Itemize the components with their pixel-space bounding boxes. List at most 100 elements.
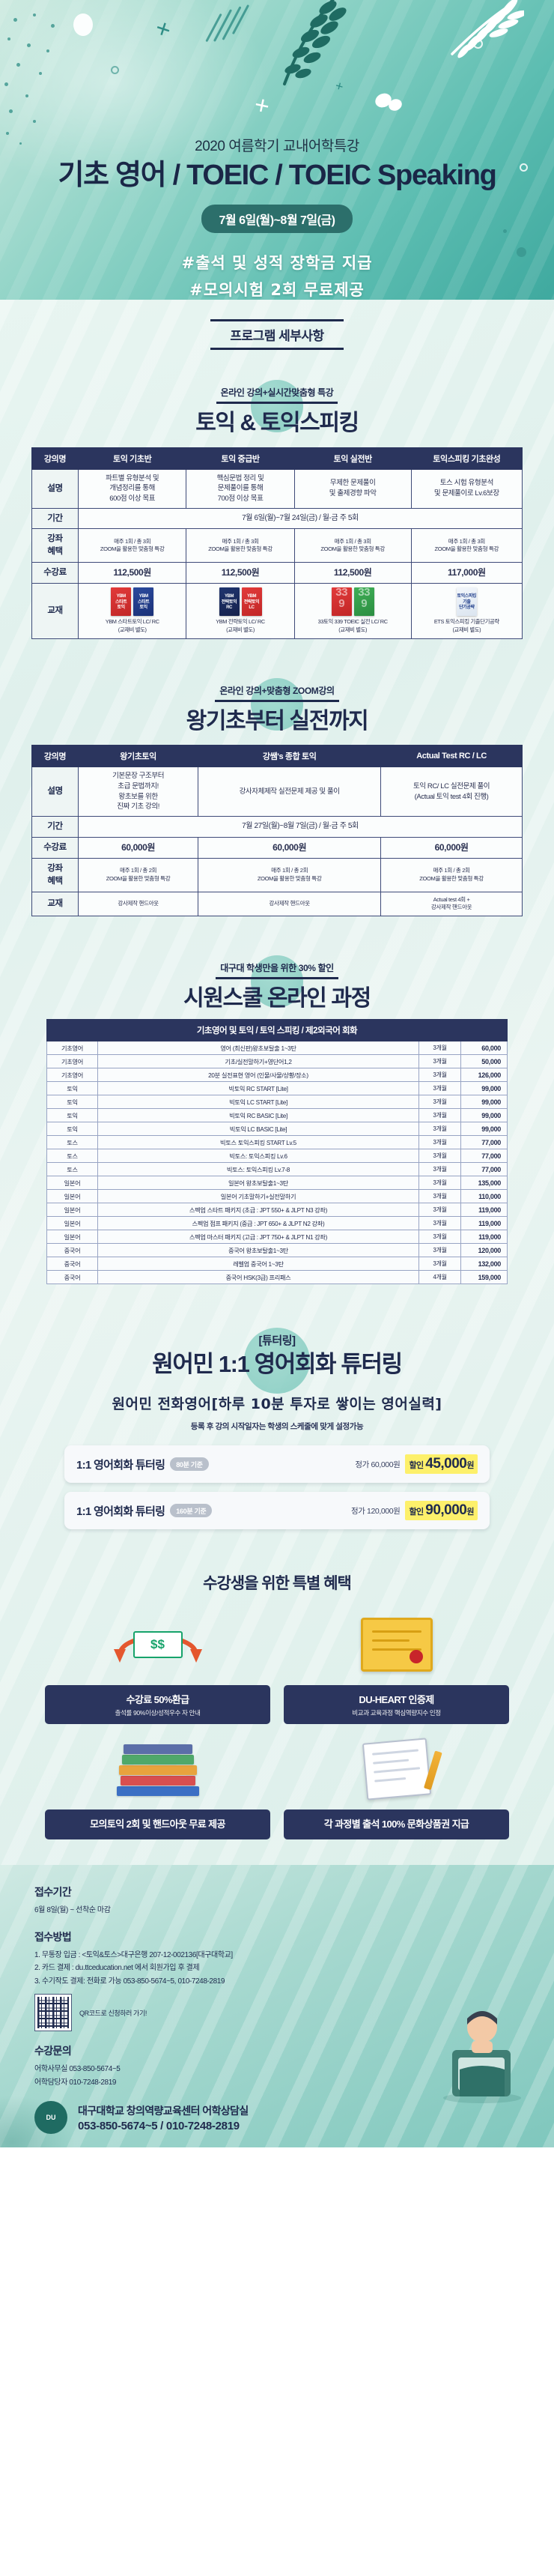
books-illustration (116, 1741, 199, 1798)
cell-duration: 3개월 (418, 1203, 461, 1218)
section2-table-wrap: 강의명 왕기초토익 강쌤's 종합 토익 Actual Test RC / LC… (0, 734, 554, 942)
cell-course: 일본어 왕초보탈출1~3탄 (97, 1176, 419, 1191)
cell-price: 120,000 (460, 1243, 508, 1258)
money-refund-icon: $$ (45, 1610, 270, 1679)
benefit-box: 수강료 50%환급 출석률 90%이상/성적우수 자 안내 (45, 1685, 270, 1725)
table-row: 중국어 레벨업 중국어 1~3탄 3개월 132,000 (46, 1257, 508, 1272)
hero-date-badge: 7월 6일(월)~8월 7일(금) (201, 204, 353, 233)
cell-price: 99,000 (460, 1081, 508, 1096)
book-cover-icon: YBM 스타트 토익 (133, 587, 154, 617)
footer-stripes (0, 1865, 554, 2148)
cell-price: 159,000 (460, 1270, 508, 1285)
cell-fee-2: 60,000원 (198, 836, 382, 859)
cell-category: 토익 (46, 1081, 98, 1096)
table-row: 토스 빅토스 토익스피킹 START Lv.5 3개월 77,000 (46, 1135, 508, 1150)
table-row: 토스 빅토스: 토익스피킹 Lv.7-8 3개월 77,000 (46, 1162, 508, 1177)
cell-desc-2: 핵심문법 정리 및 문제풀이를 통해 700점 이상 목표 (186, 468, 295, 509)
document-icon (284, 1735, 509, 1803)
benefit-box: DU-HEART 인증제 비교과 교육과정 핵심역량지수 인정 (284, 1685, 509, 1725)
cell-period-all: 7월 27일(월)~8월 7일(금) / 월-금 주 5회 (78, 816, 523, 838)
cell-course: 스펙업 마스터 패키지 (고급 : JPT 750+ & JLPT N1 강좌) (97, 1230, 419, 1245)
cell-category: 일본어 (46, 1176, 98, 1191)
cell-textbook-3: Actual test 4회 + 강사제작 핸드아웃 (380, 891, 523, 916)
th-course-name: 강의명 (31, 447, 79, 470)
cell-category: 토익 (46, 1122, 98, 1137)
row-label-fee: 수강료 (31, 836, 79, 859)
hero-banner: + + + (0, 0, 554, 300)
tutoring-script-line: 원어민 전화영어[하루 10분 투자로 쌓이는 영어실력] (112, 1396, 442, 1413)
cell-price: 119,000 (460, 1230, 508, 1245)
contact-band: DU 대구대학교 창의역량교육센터 어학상담실 053-850-5674~5 /… (34, 2101, 520, 2135)
table-row: 중국어 중국어 HSK(3급) 프리패스 4개월 159,000 (46, 1270, 508, 1285)
benefit-heading: 수강료 50%환급 (126, 1694, 189, 1706)
cell-price: 50,000 (460, 1054, 508, 1069)
table-row: 토익 빅토익 RC BASIC [Lite] 3개월 99,000 (46, 1108, 508, 1123)
benefit-item: 모의토익 2회 및 핸드아웃 무료 제공 (45, 1735, 270, 1840)
cell-fee-3: 60,000원 (380, 836, 523, 859)
tutoring-card[interactable]: 1:1 영어회화 튜터링 160분 기준 정가 120,000원 할인 90,0… (64, 1492, 490, 1530)
cell-duration: 3개월 (418, 1041, 461, 1056)
tutoring-note: 등록 후 강의 시작일자는 학생의 스케줄에 맞게 설정가능 (190, 1422, 364, 1432)
row-label-fee: 수강료 (31, 561, 79, 584)
basic-course-table: 강의명 왕기초토익 강쌤's 종합 토익 Actual Test RC / LC… (31, 745, 523, 916)
benefit-desc: 출석률 90%이상/성적우수 자 안내 (115, 1709, 201, 1717)
row-label-period: 기간 (31, 507, 79, 530)
table-row-textbook: 교재 YBM 스타트 토익 YBM 스타트 토익 YBM 스타트토익 LC/ RC (교… (31, 583, 523, 639)
discount-amount: 45,000 (425, 1456, 467, 1472)
qr-code-icon[interactable] (34, 1994, 72, 2032)
table-row: 일본어 일본어 기초말하기+실전말하기 3개월 110,000 (46, 1189, 508, 1204)
book-cover-group: 토익스피킹 기출 단기공략 (414, 587, 520, 617)
th-toeic-inter: 토익 중급반 (186, 447, 295, 470)
hashtag-group: #출석 및 성적 장학금 지급 #모의시험 2회 무료제공 (0, 250, 554, 300)
cell-duration: 3개월 (418, 1243, 461, 1258)
program-detail-banner-label: 프로그램 세부사항 (210, 319, 344, 350)
apply-period-text: 6월 8일(월) ~ 선착순 마감 (34, 1906, 111, 1915)
table-row: 일본어 스펙업 스타트 패키지 (초급 : JPT 550+ & JLPT N3 … (46, 1203, 508, 1218)
content-body: 프로그램 세부사항 온라인 강의+실시간맞춤형 특강 토익 & 토익스피킹 강의… (0, 300, 554, 1866)
footer: 접수기간 6월 8일(월) ~ 선착순 마감 접수방법 1. 무통장 입금 : … (0, 1865, 554, 2148)
price-list-wrap: 기초영어 및 토익 / 토익 스피킹 / 제2외국어 회화 기초영어 영어 (최신… (0, 1012, 554, 1307)
table-header-row: 강의명 왕기초토익 강쌤's 종합 토익 Actual Test RC / LC (31, 745, 523, 768)
cell-duration: 3개월 (418, 1054, 461, 1069)
tutoring-card-discount: 할인 90,000원 (405, 1501, 478, 1521)
cell-duration: 3개월 (418, 1068, 461, 1083)
cell-desc-3: 무제한 문제풀이 및 출제경향 파악 (293, 468, 412, 509)
tutoring-card-original-price: 정가 60,000원 (355, 1460, 401, 1469)
section4-title: 원어민 1:1 영어회화 튜터링 (152, 1351, 403, 1378)
benefits-grid: $$ 수강료 50%환급 출석률 90%이상/성적우수 자 안내 (0, 1594, 554, 1865)
price-table-header: 기초영어 및 토익 / 토익 스피킹 / 제2외국어 회화 (46, 1019, 508, 1042)
cell-textbook-1: YBM 스타트 토익 YBM 스타트 토익 YBM 스타트토익 LC/ RC (교재비 … (77, 583, 187, 639)
decor-blob (244, 1328, 310, 1394)
table-row: 일본어 일본어 왕초보탈출1~3탄 3개월 135,000 (46, 1176, 508, 1191)
cell-benefit-1: 매주 1회 / 총 2회 ZOOM을 활용한 맞춤형 특강 (77, 858, 199, 892)
cell-category: 중국어 (46, 1257, 98, 1272)
cell-category: 일본어 (46, 1189, 98, 1204)
tutoring-card-badge: 80분 기준 (170, 1457, 209, 1472)
cell-desc-1: 기본문장 구조부터 초급 문법까지! 왕초보를 위한 진짜 기초 강의! (77, 767, 199, 817)
cell-desc-3: 토익 RC/ LC 실전문제 풀이 (Actual 토익 test 4회 진행) (380, 767, 523, 817)
cell-course: 빅토스: 토익스피킹 Lv.6 (97, 1149, 419, 1164)
cell-course: 영어 (최신판)왕초보탈출 1~3탄 (97, 1041, 419, 1056)
cell-course: 빅토익 LC START [Lite] (97, 1095, 419, 1110)
cell-duration: 3개월 (418, 1108, 461, 1123)
table-row-description: 설명 파트별 유형분석 및 개념정리를 통해 600점 이상 목표 핵심문법 정… (31, 468, 523, 509)
table-row: 일본어 스펙업 마스터 패키지 (고급 : JPT 750+ & JLPT N1 … (46, 1230, 508, 1245)
book-cover-icon: 33 9 (353, 587, 374, 617)
cell-course: 중국어 왕초보탈출1~3탄 (97, 1243, 419, 1258)
table-row-description: 설명 기본문장 구조부터 초급 문법까지! 왕초보를 위한 진짜 기초 강의! … (31, 767, 523, 817)
cell-price: 60,000 (460, 1041, 508, 1056)
row-label-period: 기간 (31, 816, 79, 838)
qr-caption: QR코드로 신청하러 가기! (79, 2009, 147, 2017)
tutoring-card[interactable]: 1:1 영어회화 튜터링 80분 기준 정가 60,000원 할인 45,000… (64, 1445, 490, 1484)
cell-course: 스펙업 스타트 패키지 (초급 : JPT 550+ & JLPT N3 강좌) (97, 1203, 419, 1218)
apply-period-heading: 접수기간 (34, 1886, 72, 1899)
section1-title: 토익 & 토익스피킹 (195, 411, 359, 435)
th-course-name: 강의명 (31, 745, 79, 768)
table-row: 기초영어 영어 (최신판)왕초보탈출 1~3탄 3개월 60,000 (46, 1041, 508, 1056)
section1-eyebrow: 온라인 강의+실시간맞춤형 특강 (216, 386, 338, 404)
table-row-fee: 수강료 112,500원 112,500원 112,500원 117,000원 (31, 561, 523, 584)
tutoring-card-list: 1:1 영어회화 튜터링 80분 기준 정가 60,000원 할인 45,000… (0, 1432, 554, 1564)
qr-row[interactable]: QR코드로 신청하러 가기! (34, 1994, 520, 2032)
consult-line-1: 어학사무실 053-850-5674~5 (34, 2065, 121, 2074)
cell-duration: 3개월 (418, 1162, 461, 1177)
